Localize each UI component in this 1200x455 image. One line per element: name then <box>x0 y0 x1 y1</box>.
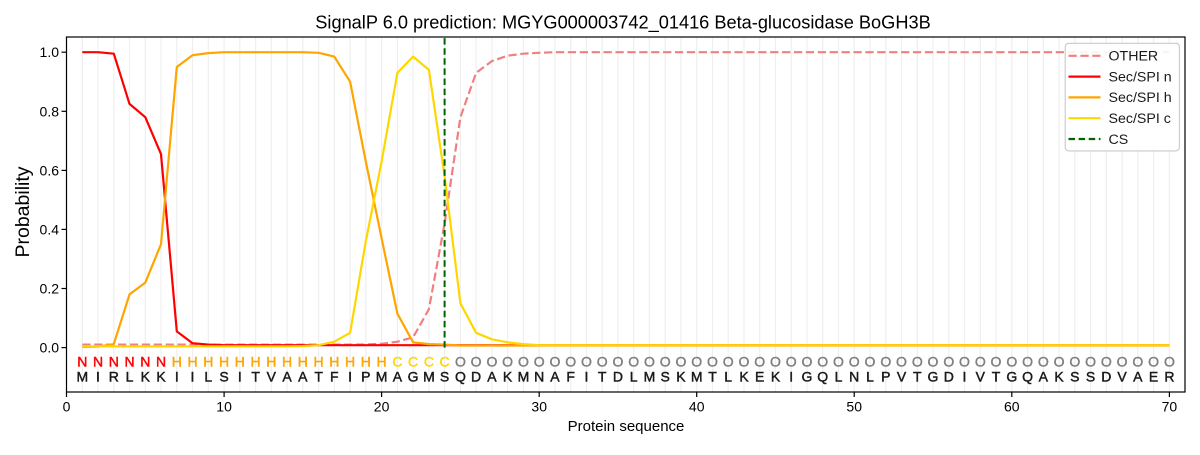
svg-text:70: 70 <box>1162 399 1178 415</box>
svg-text:OTHER: OTHER <box>1109 49 1159 65</box>
svg-text:CS: CS <box>1109 132 1129 148</box>
svg-text:0: 0 <box>63 399 71 415</box>
svg-text:0.4: 0.4 <box>40 221 60 237</box>
svg-text:Sec/SPI h: Sec/SPI h <box>1109 90 1172 106</box>
svg-text:Sec/SPI c: Sec/SPI c <box>1109 111 1171 127</box>
svg-text:0.2: 0.2 <box>40 281 60 297</box>
svg-text:1.0: 1.0 <box>40 44 60 60</box>
svg-text:Probability: Probability <box>12 166 34 257</box>
svg-text:10: 10 <box>216 399 232 415</box>
svg-text:60: 60 <box>1004 399 1020 415</box>
svg-text:SignalP 6.0 prediction: MGYG00: SignalP 6.0 prediction: MGYG000003742_01… <box>315 13 930 34</box>
svg-text:30: 30 <box>531 399 547 415</box>
svg-text:0.8: 0.8 <box>40 103 60 119</box>
svg-text:0.6: 0.6 <box>40 162 60 178</box>
svg-text:0.0: 0.0 <box>40 340 60 356</box>
svg-text:40: 40 <box>689 399 705 415</box>
svg-text:50: 50 <box>846 399 862 415</box>
svg-text:20: 20 <box>374 399 390 415</box>
svg-text:Protein sequence: Protein sequence <box>568 418 685 435</box>
svg-text:Sec/SPI n: Sec/SPI n <box>1109 69 1172 85</box>
